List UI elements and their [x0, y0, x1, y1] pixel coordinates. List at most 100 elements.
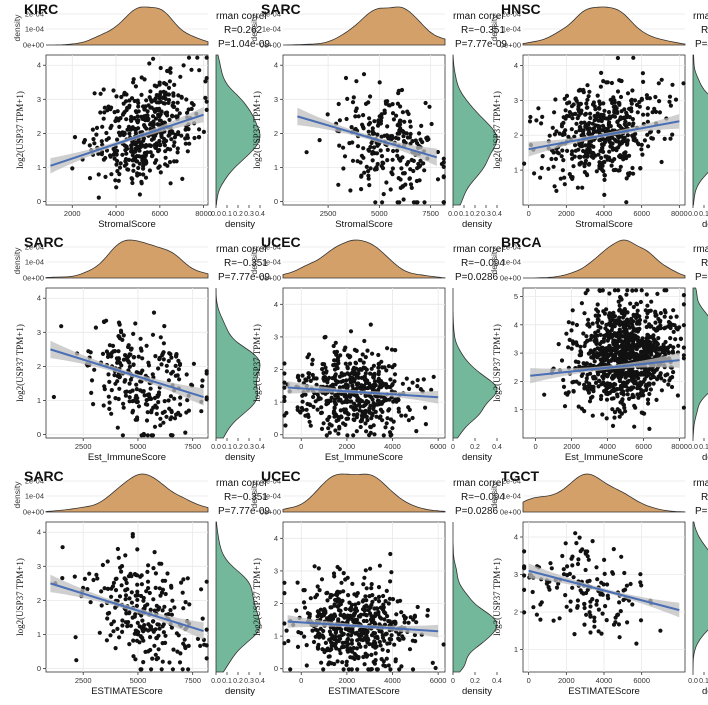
data-point: [390, 426, 395, 431]
data-point: [154, 93, 159, 98]
data-point: [152, 160, 158, 165]
data-point: [415, 378, 420, 383]
data-point: [623, 150, 628, 155]
top-density-axis-label: density: [489, 14, 499, 42]
data-point: [372, 661, 377, 666]
data-point: [399, 413, 404, 418]
data-point: [302, 634, 307, 639]
data-point: [147, 590, 152, 596]
data-point: [662, 314, 667, 319]
data-point: [146, 360, 151, 365]
data-point: [580, 144, 585, 149]
data-point: [630, 288, 635, 293]
data-point: [572, 134, 577, 139]
data-point: [150, 433, 156, 438]
data-point: [121, 111, 126, 116]
data-point: [365, 418, 370, 423]
data-point: [151, 134, 156, 140]
data-point: [185, 398, 190, 403]
data-point: [128, 623, 134, 628]
data-point: [94, 132, 99, 137]
data-point: [351, 645, 356, 651]
data-point: [642, 138, 648, 143]
data-point: [143, 175, 149, 180]
data-point: [604, 397, 610, 402]
data-point: [375, 123, 381, 128]
data-point: [562, 182, 567, 187]
data-point: [591, 384, 596, 389]
data-point: [369, 416, 374, 421]
data-point: [569, 328, 574, 333]
data-point: [377, 402, 382, 407]
data-point: [630, 88, 635, 93]
x-axis-label: ESTIMATEScore: [568, 686, 640, 697]
data-point: [332, 574, 337, 579]
data-point: [199, 409, 204, 414]
data-point: [120, 433, 125, 438]
data-point: [351, 613, 356, 618]
data-point: [371, 401, 376, 406]
data-point: [354, 407, 359, 412]
right-density-axis-label: density: [462, 452, 492, 463]
data-point: [625, 91, 631, 96]
right-density-tick-label: 0.2: [233, 211, 243, 218]
data-point: [184, 372, 189, 377]
data-point: [333, 393, 338, 398]
data-point: [397, 667, 402, 672]
data-point: [377, 639, 382, 645]
stat-header: rman correl: [693, 244, 708, 255]
data-point: [370, 351, 375, 356]
data-point: [422, 200, 427, 205]
right-density-axis-label: density: [702, 686, 708, 697]
data-point: [138, 336, 143, 341]
data-point: [114, 162, 119, 167]
data-point: [602, 192, 607, 197]
data-point: [327, 654, 332, 659]
data-point: [641, 341, 646, 346]
data-point: [283, 423, 288, 428]
data-point: [301, 588, 306, 593]
data-point: [407, 176, 412, 181]
data-point: [625, 392, 630, 397]
data-point: [575, 561, 581, 567]
data-point: [145, 602, 150, 607]
right-density-tick-label: 0.2: [470, 678, 480, 685]
data-point: [624, 583, 630, 588]
data-point: [172, 159, 177, 164]
data-point: [621, 157, 626, 162]
data-point: [653, 309, 658, 314]
data-point: [573, 531, 578, 536]
data-point: [613, 620, 618, 625]
data-point: [563, 108, 568, 113]
data-point: [162, 409, 167, 414]
data-point: [158, 143, 163, 148]
data-point: [374, 151, 380, 156]
data-point: [631, 312, 636, 317]
data-point: [621, 389, 626, 394]
data-point: [86, 349, 91, 354]
x-tick-label: 7500: [184, 676, 201, 685]
data-point: [203, 95, 208, 100]
data-point: [341, 166, 346, 171]
data-point: [425, 613, 430, 618]
data-point: [187, 141, 192, 146]
data-point: [383, 611, 388, 616]
data-point: [568, 599, 573, 604]
data-point: [204, 99, 209, 104]
data-point: [350, 158, 356, 163]
data-point: [377, 615, 383, 620]
data-point: [388, 377, 393, 382]
y-tick-label: 5: [514, 292, 518, 301]
data-point: [334, 352, 339, 357]
data-point: [341, 631, 346, 637]
data-point: [317, 588, 322, 593]
data-point: [414, 429, 419, 434]
data-point: [379, 112, 384, 117]
data-point: [400, 110, 405, 115]
data-point: [186, 55, 192, 60]
data-point: [390, 136, 395, 141]
y-axis-label: log2(USP37 TPM+1): [252, 558, 262, 636]
data-point: [639, 147, 644, 152]
data-point: [349, 605, 354, 610]
